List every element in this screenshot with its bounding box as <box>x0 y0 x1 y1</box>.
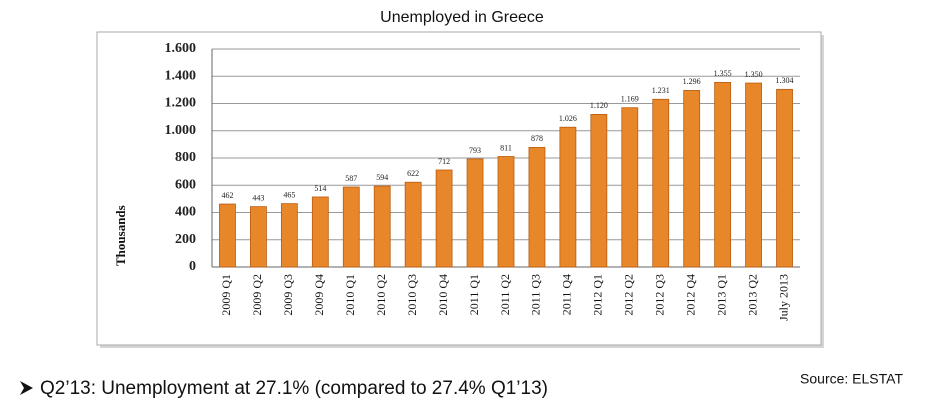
source: Source: ELSTAT <box>800 371 903 387</box>
bar <box>590 114 608 268</box>
x-tick-label: 2010 Q2 <box>374 274 388 316</box>
chart-title: Unemployed in Greece <box>380 9 544 26</box>
value-label: 878 <box>531 134 543 143</box>
x-tick-label: 2012 Q3 <box>652 274 666 316</box>
bar <box>528 146 546 268</box>
y-axis-label: Thousands <box>113 205 128 266</box>
x-tick-label: 2010 Q4 <box>436 274 450 316</box>
y-tick-label: 200 <box>175 232 196 247</box>
value-label: 1.296 <box>683 77 701 86</box>
value-label: 1.304 <box>776 76 794 85</box>
bar <box>497 156 515 268</box>
bar <box>342 186 360 268</box>
value-label: 811 <box>500 143 512 152</box>
x-tick-label: 2009 Q1 <box>219 274 233 316</box>
y-tick-label: 400 <box>175 205 196 220</box>
x-tick-label: 2012 Q1 <box>591 274 605 316</box>
value-label: 594 <box>376 173 388 182</box>
note: Q2’13: Unemployment at 27.1% (compared t… <box>40 378 548 399</box>
bar <box>745 82 762 268</box>
x-tick-label: 2013 Q1 <box>714 274 728 316</box>
y-tick-label: 1.200 <box>165 96 197 111</box>
bar <box>311 196 329 268</box>
value-label: 465 <box>283 190 295 199</box>
bar <box>373 185 391 268</box>
x-tick-label: 2009 Q4 <box>312 274 326 316</box>
value-label: 1.231 <box>652 86 670 95</box>
bar <box>280 203 298 268</box>
value-label: 1.355 <box>714 69 732 78</box>
bar <box>250 206 267 268</box>
value-label: 587 <box>345 174 357 183</box>
x-tick-label: 2012 Q4 <box>683 274 697 316</box>
value-label: 514 <box>314 184 326 193</box>
x-tick-label: 2012 Q2 <box>622 274 636 316</box>
value-label: 462 <box>221 191 233 200</box>
value-label: 622 <box>407 169 419 178</box>
value-label: 1.350 <box>745 70 763 79</box>
y-tick-label: 0 <box>189 259 196 274</box>
bar <box>776 88 793 268</box>
bar <box>219 203 236 268</box>
x-tick-label: 2013 Q2 <box>745 274 759 316</box>
chart-frame <box>96 31 822 346</box>
x-tick-label: July 2013 <box>776 274 790 321</box>
value-label: 443 <box>252 193 264 202</box>
bar <box>435 169 453 268</box>
bar <box>404 181 422 268</box>
bar <box>621 107 639 268</box>
x-tick-label: 2010 Q3 <box>405 274 419 316</box>
bar <box>559 126 577 268</box>
x-tick-label: 2009 Q3 <box>281 274 295 316</box>
value-label: 712 <box>438 157 450 166</box>
bar <box>466 158 484 268</box>
x-tick-label: 2011 Q1 <box>467 274 481 315</box>
x-tick-label: 2010 Q1 <box>343 274 357 316</box>
bar <box>714 81 732 268</box>
value-label: 793 <box>469 146 481 155</box>
value-label: 1.120 <box>590 101 608 110</box>
x-tick-label: 2011 Q2 <box>498 274 512 315</box>
y-tick-label: 600 <box>175 177 196 192</box>
x-tick-label: 2009 Q2 <box>250 274 264 316</box>
x-tick-label: 2011 Q3 <box>529 274 543 315</box>
y-tick-label: 800 <box>175 150 196 165</box>
x-tick-label: 2011 Q4 <box>560 274 574 315</box>
value-label: 1.026 <box>559 114 577 123</box>
bullet-arrow <box>20 381 33 395</box>
y-tick-label: 1.400 <box>165 68 197 83</box>
bar <box>652 98 670 268</box>
bar <box>683 90 701 268</box>
value-label: 1.169 <box>621 95 639 104</box>
y-tick-label: 1.000 <box>165 123 197 138</box>
y-tick-label: 1.600 <box>165 41 197 56</box>
